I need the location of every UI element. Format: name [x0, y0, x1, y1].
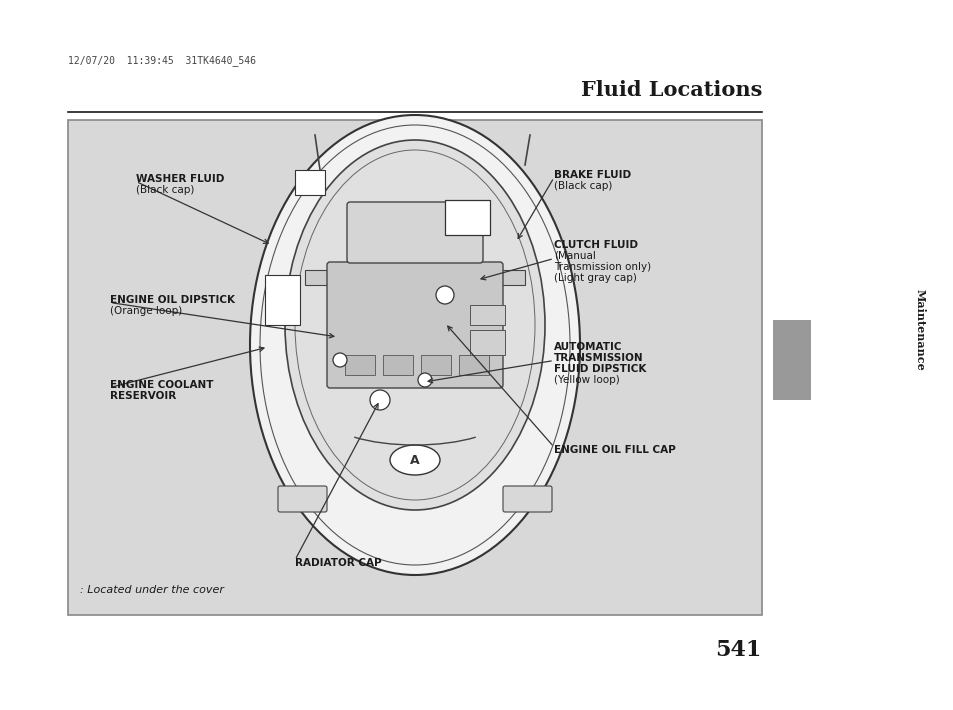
Text: TRANSMISSION: TRANSMISSION — [554, 353, 643, 363]
Bar — [305, 270, 524, 285]
Circle shape — [370, 390, 390, 410]
Text: A: A — [410, 454, 419, 466]
Bar — [382, 355, 413, 375]
Text: AUTOMATIC: AUTOMATIC — [554, 342, 622, 352]
Text: ENGINE OIL DIPSTICK: ENGINE OIL DIPSTICK — [110, 295, 234, 305]
Bar — [345, 355, 375, 375]
Text: : Located under the cover: : Located under the cover — [80, 585, 224, 595]
Bar — [294, 170, 325, 195]
Text: Maintenance: Maintenance — [914, 289, 924, 371]
Bar — [458, 355, 489, 375]
Circle shape — [436, 286, 454, 304]
Text: Fluid Locations: Fluid Locations — [580, 80, 761, 100]
Circle shape — [417, 373, 432, 387]
Text: 541: 541 — [715, 639, 761, 661]
Text: WASHER FLUID: WASHER FLUID — [136, 174, 224, 184]
Text: ENGINE COOLANT: ENGINE COOLANT — [110, 380, 213, 390]
Text: (Orange loop): (Orange loop) — [110, 306, 182, 316]
Bar — [68, 120, 761, 615]
Text: (Manual: (Manual — [554, 251, 596, 261]
Text: FLUID DIPSTICK: FLUID DIPSTICK — [554, 364, 646, 374]
FancyBboxPatch shape — [347, 202, 482, 263]
Ellipse shape — [390, 445, 439, 475]
Text: ENGINE OIL FILL CAP: ENGINE OIL FILL CAP — [554, 445, 675, 455]
Text: (Black cap): (Black cap) — [554, 181, 612, 191]
Bar — [470, 305, 504, 325]
Text: (Yellow loop): (Yellow loop) — [554, 375, 619, 385]
Text: BRAKE FLUID: BRAKE FLUID — [554, 170, 631, 180]
Ellipse shape — [285, 140, 544, 510]
Bar — [772, 320, 810, 400]
Bar — [265, 275, 299, 325]
Text: RESERVOIR: RESERVOIR — [110, 391, 176, 401]
Bar — [470, 330, 504, 355]
Text: 12/07/20  11:39:45  31TK4640_546: 12/07/20 11:39:45 31TK4640_546 — [68, 55, 255, 66]
Bar — [444, 200, 490, 235]
FancyBboxPatch shape — [502, 486, 552, 512]
FancyBboxPatch shape — [327, 262, 502, 388]
Bar — [420, 355, 451, 375]
FancyBboxPatch shape — [277, 486, 327, 512]
Text: (Black cap): (Black cap) — [136, 185, 194, 195]
Text: RADIATOR CAP: RADIATOR CAP — [294, 558, 381, 568]
Text: CLUTCH FLUID: CLUTCH FLUID — [554, 240, 638, 250]
Ellipse shape — [250, 115, 579, 575]
Text: Transmission only): Transmission only) — [554, 262, 651, 272]
Circle shape — [333, 353, 347, 367]
Text: (Light gray cap): (Light gray cap) — [554, 273, 637, 283]
